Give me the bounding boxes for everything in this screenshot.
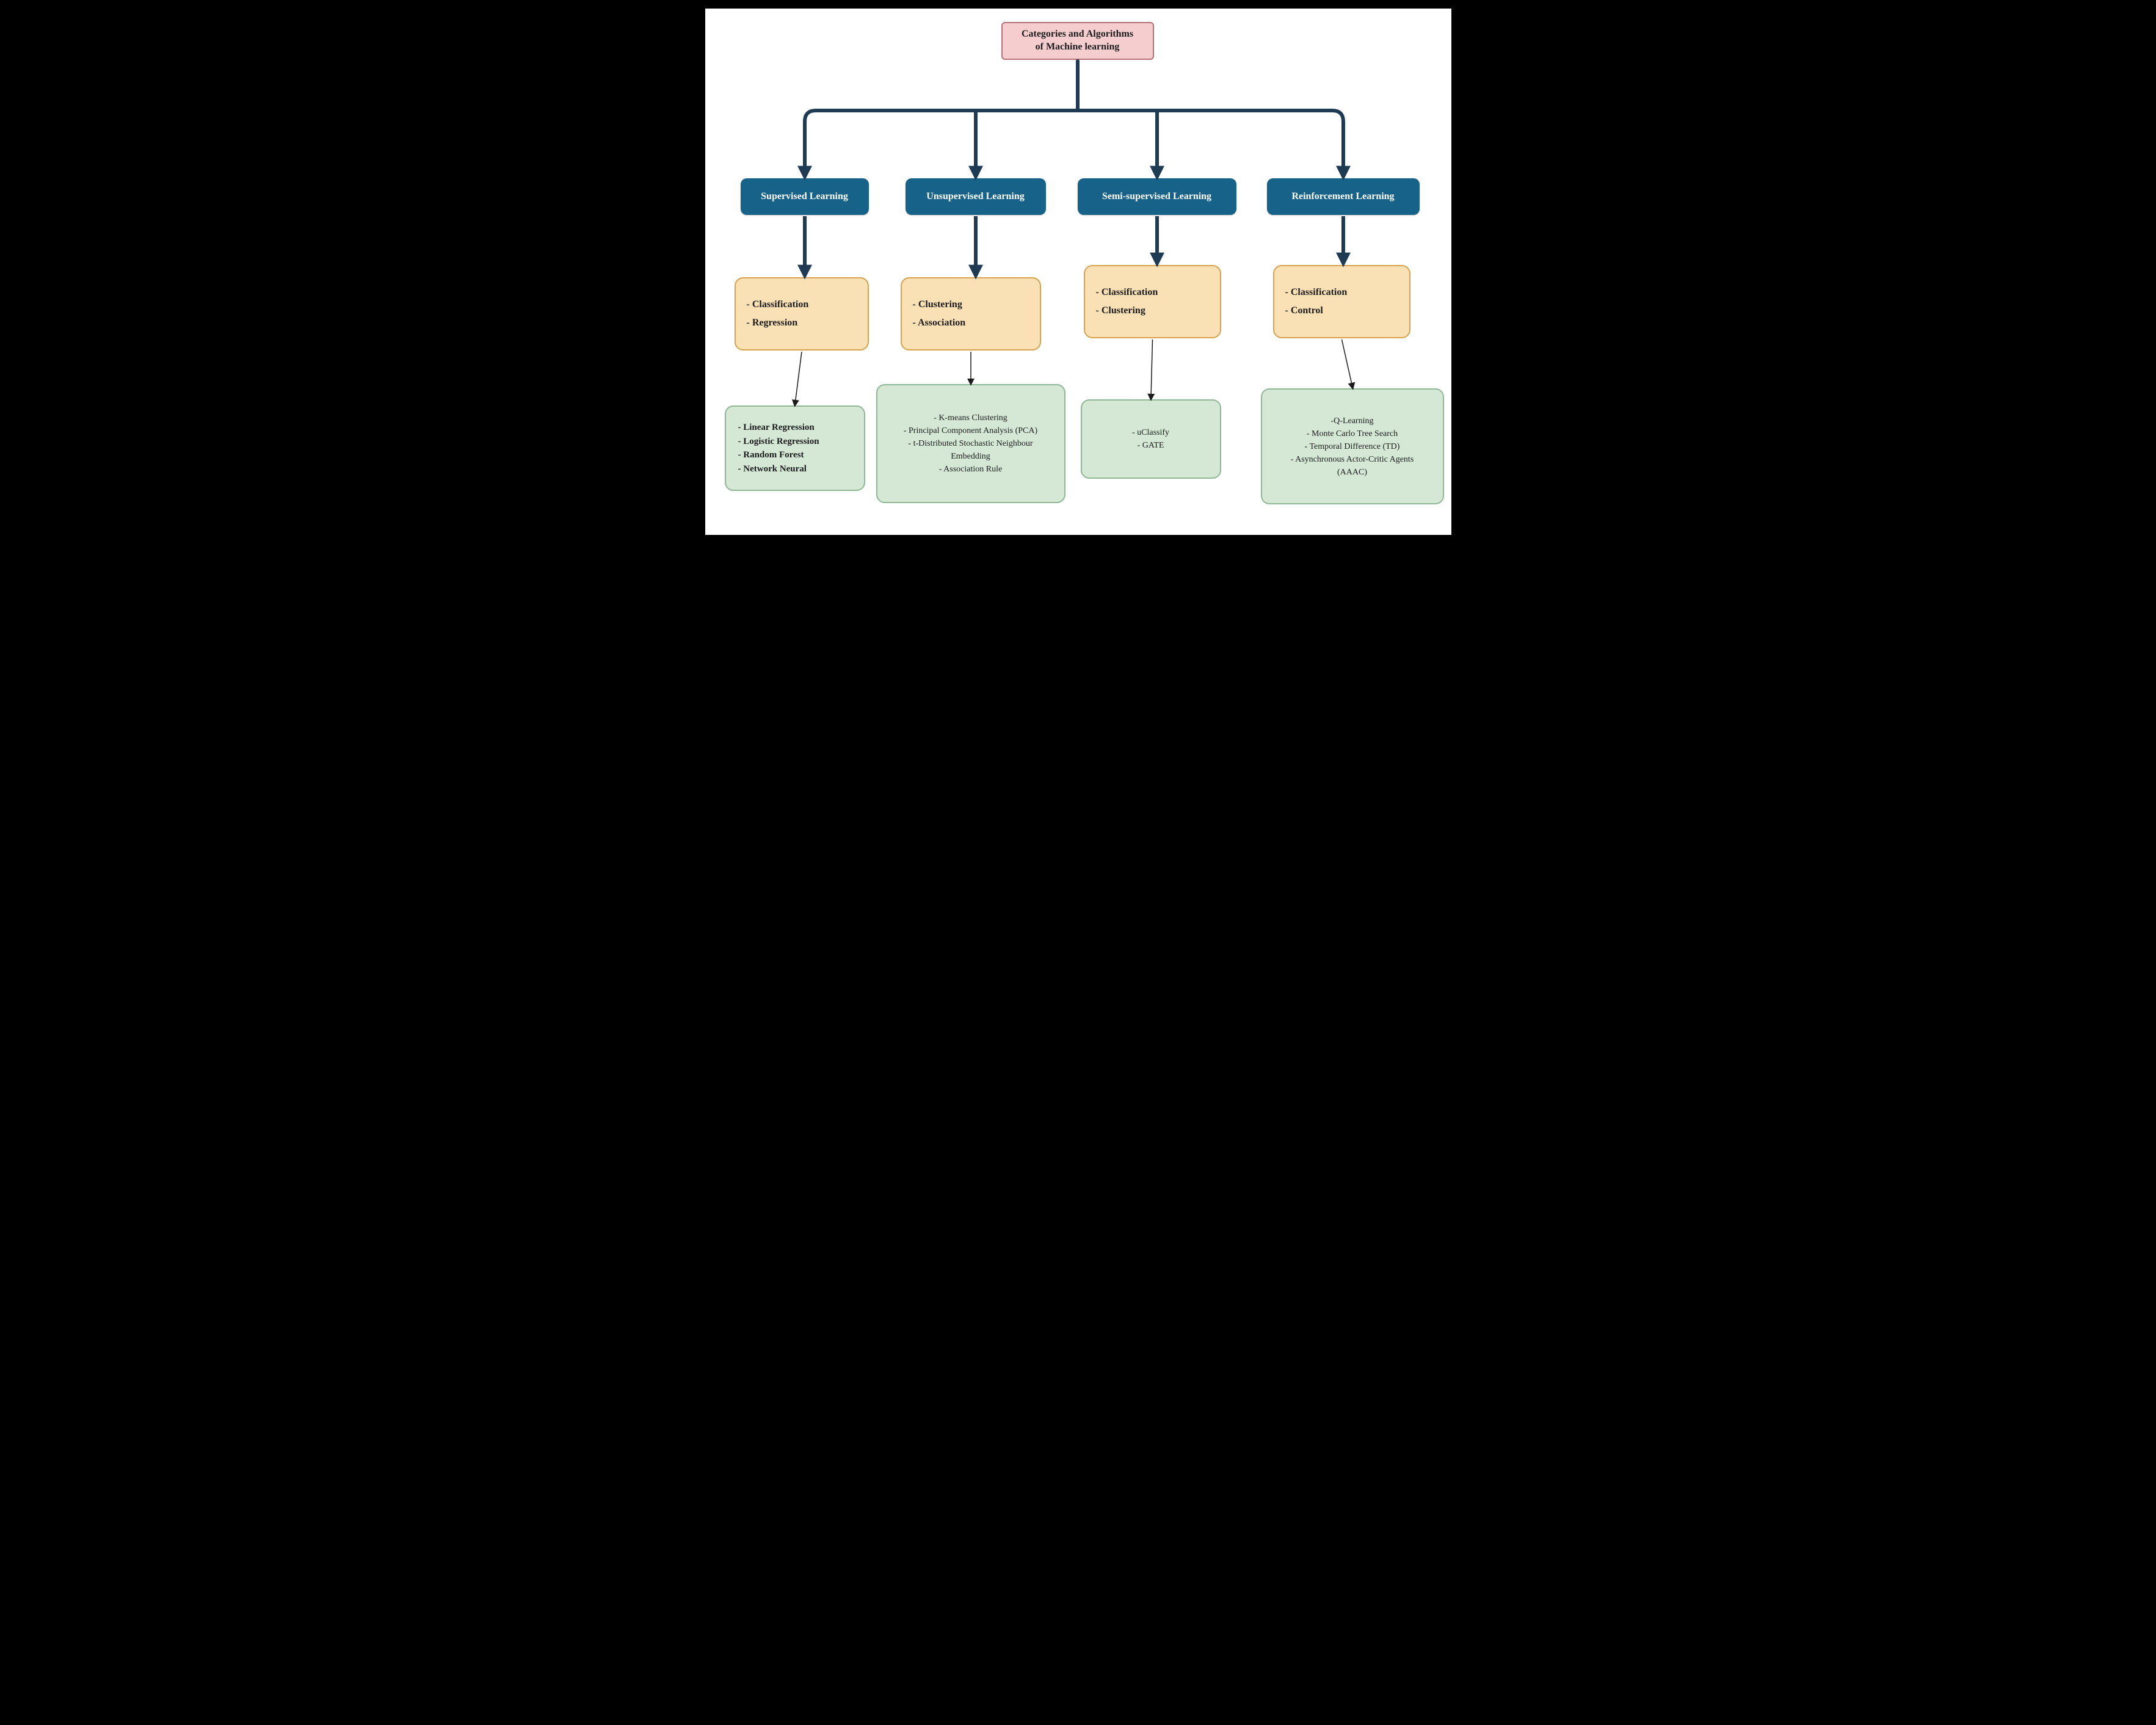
category-label: Reinforcement Learning [1291,191,1394,202]
algorithm-item: - Temporal Difference (TD) [1305,440,1400,453]
algorithm-item: -Q-Learning [1331,415,1374,427]
algorithm-item: - GATE [1138,439,1164,452]
task-item: - Classification [747,296,809,314]
algorithm-item: - Asynchronous Actor-Critic Agents [1291,453,1414,466]
diagram-canvas: Categories and Algorithms of Machine lea… [703,6,1454,537]
category-semi: Semi-supervised Learning [1078,178,1236,215]
root-node: Categories and Algorithms of Machine lea… [1001,22,1154,60]
task-item: - Regression [747,314,798,332]
algorithm-item: (AAAC) [1337,466,1367,479]
algorithms-reinforcement: -Q-Learning- Monte Carlo Tree Search- Te… [1261,388,1444,504]
algorithms-semi: - uClassify- GATE [1081,399,1221,479]
tasks-supervised: - Classification- Regression [735,277,869,350]
algorithm-item: - Principal Component Analysis (PCA) [904,424,1037,437]
task-item: - Classification [1096,283,1158,302]
root-line1: Categories and Algorithms [1022,28,1133,41]
algorithm-item: - Monte Carlo Tree Search [1307,427,1398,440]
algorithm-item: - K-means Clustering [934,412,1007,424]
algorithm-item: - Network Neural [738,462,807,476]
algorithm-item: - uClassify [1132,426,1169,439]
category-reinforcement: Reinforcement Learning [1267,178,1420,215]
tasks-semi: - Classification- Clustering [1084,265,1221,338]
algorithm-item: - Association Rule [939,463,1002,476]
algorithm-item: - Random Forest [738,448,804,462]
category-supervised: Supervised Learning [741,178,869,215]
task-item: - Association [913,314,966,332]
algorithms-supervised: - Linear Regression- Logistic Regression… [725,405,865,491]
algorithm-item: - Linear Regression [738,421,815,435]
category-label: Supervised Learning [761,191,848,202]
category-label: Semi-supervised Learning [1102,191,1211,202]
category-label: Unsupervised Learning [926,191,1024,202]
root-line2: of Machine learning [1036,41,1120,54]
task-item: - Control [1285,302,1323,320]
algorithm-item: - t-Distributed Stochastic Neighbour [908,437,1033,450]
diagram-frame: Categories and Algorithms of Machine lea… [697,0,1460,611]
algorithms-unsupervised: - K-means Clustering- Principal Componen… [876,384,1065,503]
tasks-reinforcement: - Classification- Control [1273,265,1410,338]
algorithm-item: - Logistic Regression [738,435,819,449]
task-item: - Clustering [1096,302,1145,320]
task-item: - Classification [1285,283,1348,302]
task-item: - Clustering [913,296,962,314]
tasks-unsupervised: - Clustering- Association [901,277,1041,350]
category-unsupervised: Unsupervised Learning [906,178,1046,215]
algorithm-item: Embedding [951,450,990,463]
